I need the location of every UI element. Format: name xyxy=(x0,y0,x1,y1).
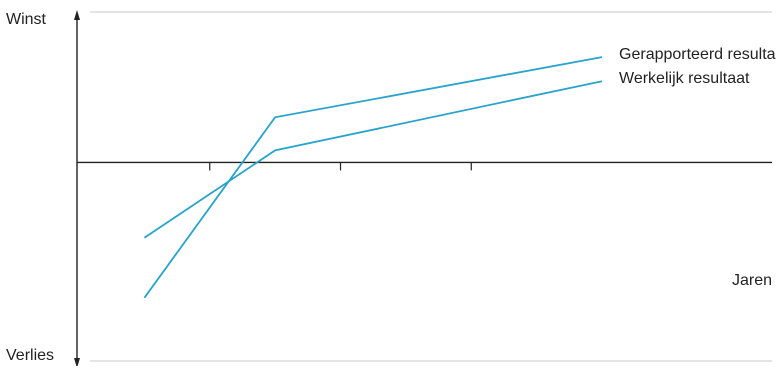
series-label-1: Gerapporteerd resultaat xyxy=(619,46,776,63)
x-axis-ticks xyxy=(209,162,472,171)
series-line-2 xyxy=(143,80,603,239)
y-axis-label-top: Winst xyxy=(6,11,47,28)
chart-frame xyxy=(90,11,772,362)
chart-labels: Winst Verlies Jaren xyxy=(6,11,772,364)
series-lines xyxy=(143,56,603,299)
y-axis-label-bottom: Verlies xyxy=(6,347,54,364)
series-label-2: Werkelijk resultaat xyxy=(619,70,750,87)
series-line-1 xyxy=(143,56,603,299)
x-axis-label: Jaren xyxy=(732,272,772,289)
series-labels: Gerapporteerd resultaat Werkelijk resulta… xyxy=(619,46,776,87)
y-axis-arrow-down-icon xyxy=(74,358,80,368)
axes xyxy=(74,10,772,368)
y-axis-arrow-up-icon xyxy=(74,10,80,20)
